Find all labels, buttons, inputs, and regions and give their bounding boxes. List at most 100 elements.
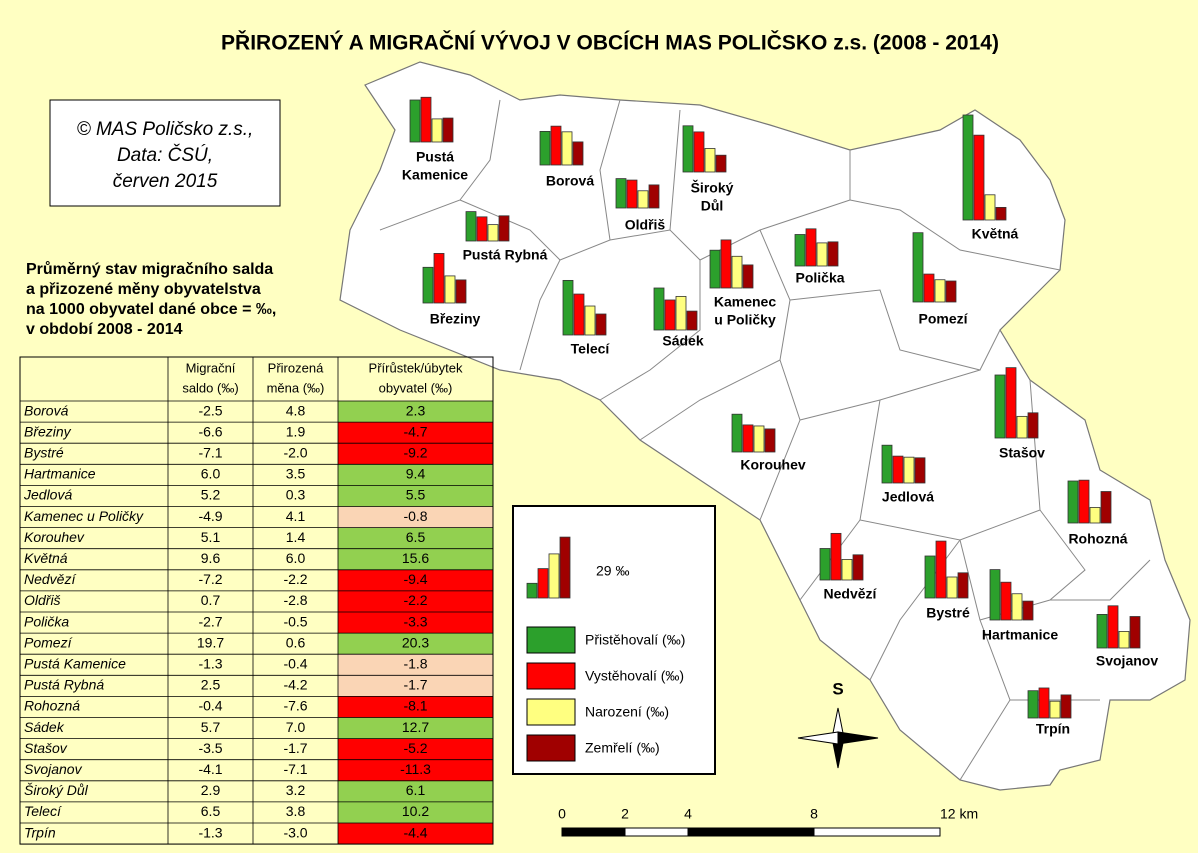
bar <box>946 576 958 599</box>
table-value: -1.8 <box>403 655 427 671</box>
bar <box>476 216 488 242</box>
legend-label: Přistěhovalí (‰) <box>585 632 685 648</box>
bar <box>1022 600 1034 621</box>
table-value: -4.1 <box>198 761 222 777</box>
legend-swatch <box>526 662 576 690</box>
bar <box>682 125 694 173</box>
town-label: u Poličky <box>714 312 776 328</box>
legend-subtitle: v období 2008 - 2014 <box>26 321 183 338</box>
bar <box>1038 687 1050 719</box>
table-name: Bystré <box>24 444 64 460</box>
bar <box>903 456 915 484</box>
table-cell-fill <box>338 569 493 591</box>
table-cell-fill <box>338 759 493 781</box>
table-value: -7.1 <box>283 761 307 777</box>
table-header: měna (‰) <box>267 380 325 395</box>
map-title: PŘIROZENÝ A MIGRAČNÍ VÝVOJ V OBCÍCH MAS … <box>221 31 999 55</box>
credit-text: © MAS Poličsko z.s., <box>77 119 254 140</box>
table-value: -1.7 <box>283 740 307 756</box>
table-value: -6.6 <box>198 423 222 439</box>
legend-label: Zemřelí (‰) <box>585 740 660 756</box>
table-header: saldo (‰) <box>182 380 238 395</box>
table-value: -0.4 <box>198 698 222 714</box>
bar <box>584 305 596 336</box>
table-value: 0.7 <box>201 592 221 608</box>
table-name: Pomezí <box>24 634 74 650</box>
bar <box>561 131 573 166</box>
table-cell-fill <box>338 696 493 718</box>
table-value: 5.7 <box>201 719 221 735</box>
table-cell-fill <box>338 506 493 528</box>
bar <box>1049 700 1061 719</box>
table-value: -8.1 <box>403 698 427 714</box>
legend-label: Vystěhovalí (‰) <box>585 668 684 684</box>
table-cell-fill <box>338 633 493 655</box>
table-value: 12.7 <box>402 719 429 735</box>
table-name: Telecí <box>24 803 63 819</box>
table-value: 6.5 <box>406 529 426 545</box>
table-value: -2.8 <box>283 592 307 608</box>
table-value: -2.2 <box>403 592 427 608</box>
bar <box>444 275 456 304</box>
bar <box>626 179 638 209</box>
town-label: Pustá Rybná <box>463 247 548 263</box>
bar <box>1078 479 1090 524</box>
table-value: 10.2 <box>402 803 429 819</box>
bar <box>994 374 1006 439</box>
table-value: 9.4 <box>406 466 426 482</box>
bar <box>1100 491 1112 524</box>
legend-subtitle: a přizozené měny obyvatelstva <box>26 281 261 298</box>
town-label: Hartmanice <box>982 627 1058 643</box>
table-value: 6.5 <box>201 803 221 819</box>
table-cell-fill <box>338 717 493 739</box>
table-cell-fill <box>338 612 493 634</box>
bar <box>653 287 665 331</box>
municipal-borders <box>379 99 1151 781</box>
table-value: -0.8 <box>403 508 427 524</box>
table-name: Nedvězí <box>24 571 77 587</box>
bar <box>819 548 831 581</box>
scale-label: 4 <box>684 806 692 822</box>
table-value: 19.7 <box>197 634 224 650</box>
bar <box>664 299 676 331</box>
town-label: Pomezí <box>918 311 968 327</box>
bar <box>852 554 864 581</box>
table-cell-fill <box>338 527 493 549</box>
table-cell-fill <box>338 780 493 802</box>
bar <box>764 428 776 453</box>
bar <box>924 555 936 599</box>
table-value: 6.1 <box>406 782 426 798</box>
table-value: 3.2 <box>286 782 306 798</box>
bar <box>995 206 1007 221</box>
table-cell-fill <box>338 485 493 507</box>
bar <box>693 131 705 173</box>
bar <box>1118 631 1130 649</box>
table-value: 20.3 <box>402 634 429 650</box>
bar <box>1067 480 1079 524</box>
table-value: -1.7 <box>403 677 427 693</box>
credit-text: červen 2015 <box>113 171 218 192</box>
bar <box>841 559 853 581</box>
table-name: Kamenec u Poličky <box>24 508 144 524</box>
table-value: -7.6 <box>283 698 307 714</box>
table-cell-fill <box>338 422 493 444</box>
table-name: Široký Důl <box>24 782 89 798</box>
bar <box>816 242 828 267</box>
bar <box>945 280 957 303</box>
table-value: -1.3 <box>198 655 222 671</box>
scale-label: 0 <box>558 806 566 822</box>
table-header: Přirozená <box>268 360 324 375</box>
bar <box>709 249 721 289</box>
table-value: 5.1 <box>201 529 221 545</box>
bar <box>1000 581 1012 621</box>
table-value: -1.3 <box>198 824 222 840</box>
bar <box>720 239 732 289</box>
credit-text: Data: ČSÚ, <box>117 144 213 166</box>
town-label: Korouhev <box>740 457 806 473</box>
table-name: Trpín <box>24 824 56 840</box>
scale-label: 2 <box>621 806 629 822</box>
table-value: 4.8 <box>286 402 306 418</box>
table-cell-fill <box>338 548 493 570</box>
bar <box>537 568 549 599</box>
table-cell-fill <box>338 464 493 486</box>
